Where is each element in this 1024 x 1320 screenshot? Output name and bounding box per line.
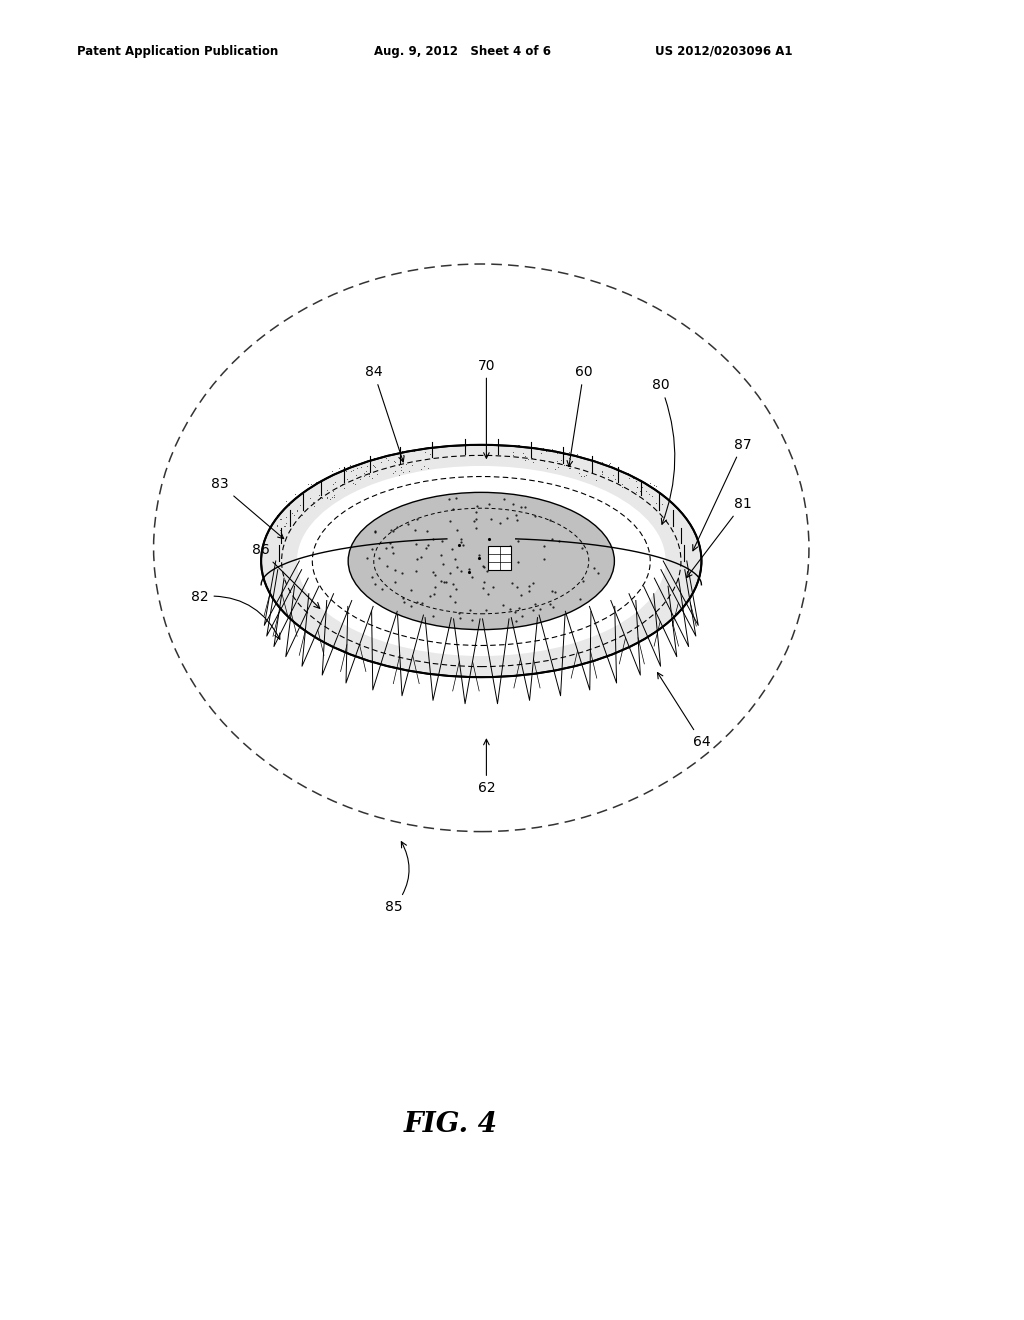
Text: 87: 87 <box>692 438 752 550</box>
Text: Aug. 9, 2012   Sheet 4 of 6: Aug. 9, 2012 Sheet 4 of 6 <box>374 45 551 58</box>
Text: 82: 82 <box>190 590 280 639</box>
Text: 84: 84 <box>365 366 404 462</box>
Text: 62: 62 <box>477 739 496 795</box>
Text: 85: 85 <box>385 842 409 913</box>
Text: FIG. 4: FIG. 4 <box>403 1111 498 1138</box>
Text: 83: 83 <box>211 478 284 539</box>
Text: 70: 70 <box>477 359 496 458</box>
Ellipse shape <box>348 492 614 630</box>
Ellipse shape <box>261 445 701 677</box>
Ellipse shape <box>297 466 666 656</box>
Text: 80: 80 <box>651 379 675 524</box>
Text: 81: 81 <box>686 498 752 578</box>
Text: US 2012/0203096 A1: US 2012/0203096 A1 <box>655 45 793 58</box>
Text: 64: 64 <box>657 673 711 748</box>
Bar <box>488 546 511 570</box>
Text: 60: 60 <box>567 366 593 466</box>
Text: 86: 86 <box>252 544 319 609</box>
Text: Patent Application Publication: Patent Application Publication <box>77 45 279 58</box>
